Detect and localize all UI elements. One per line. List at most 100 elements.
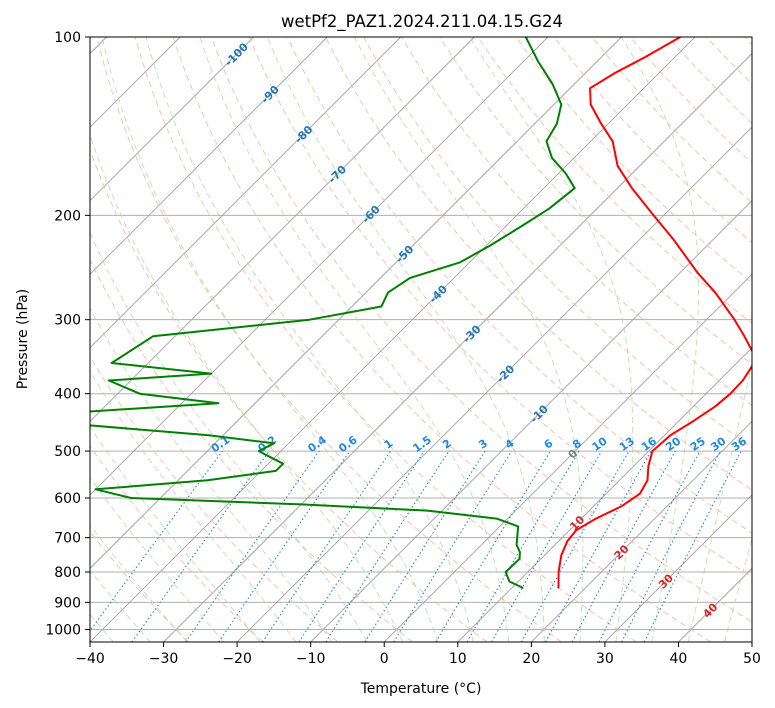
chart-title: wetPf2_PAZ1.2024.211.04.15.G24 [281,12,563,32]
moist-adiabat [90,476,224,642]
x-tick-label: −30 [149,651,179,667]
isotherm-line [90,37,622,570]
isotherm-line [90,37,254,202]
dry-adiabat [96,37,562,642]
isotherm-label: -30 [460,322,483,345]
dry-adiabat [744,37,752,46]
x-tick-label: −20 [222,651,252,667]
x-axis-label: Temperature (°C) [360,681,482,697]
isotherm-label: -70 [326,163,349,186]
mixing-ratio-line [643,450,742,642]
isotherm-label: -50 [393,243,416,266]
dry-adiabat [629,37,752,164]
dry-adiabat [90,148,488,642]
mixing-ratio-label: 0.4 [305,433,329,455]
isotherm-line [604,494,752,642]
moist-adiabat [90,425,261,642]
mixing-ratio-line [131,450,270,642]
moist-adiabat [145,37,474,642]
mixing-ratio-line [218,450,351,642]
background-lines [90,37,752,642]
isotherm-line [751,641,752,642]
mixing-ratio-line [545,450,652,642]
isotherm-line [90,37,475,422]
isotherm-label: -80 [292,123,315,146]
isotherm-label: 20 [612,542,632,562]
moist-adiabat [90,133,404,642]
moist-adiabat [266,37,545,642]
y-tick-label: 500 [54,444,81,460]
y-tick-label: 600 [54,491,81,507]
isotherm-label: 40 [700,600,720,620]
isotherm-label: -40 [427,282,450,305]
moist-adiabat [687,360,752,642]
isotherm-line [90,37,549,496]
profile-series [90,37,752,589]
dry-adiabat [90,445,264,642]
moist-adiabat [101,37,439,642]
moist-adiabat [90,307,333,642]
mixing-ratio-label: 1.5 [411,433,434,455]
dry-adiabat [210,37,752,623]
mixing-ratio-line [466,450,580,642]
y-tick-label: 800 [54,565,81,581]
x-tick-label: 10 [449,651,467,667]
mixing-ratio-label: 0.6 [336,433,360,455]
isotherm-label: -60 [360,203,383,226]
dry-adiabat [248,37,752,578]
y-axis: 100 200 300 400 500 600 700 800 900 1000 [45,30,90,638]
dry-adiabat [172,37,712,642]
dry-adiabat [90,355,339,642]
x-tick-label: 20 [522,651,540,667]
dry-adiabat [286,37,752,534]
y-tick-label: 300 [54,313,81,329]
mixing-ratio-line [393,450,513,642]
mixing-ratio-label: 3 [476,437,490,452]
dry-adiabat [706,37,752,85]
mixing-ratio-line [298,450,425,642]
y-tick-label: 100 [54,30,81,46]
moist-adiabat [354,37,584,642]
isotherm-line [678,567,752,642]
mixing-ratio-line [364,450,486,642]
moist-adiabat [469,37,634,642]
mixing-ratio-line [262,450,391,642]
mixing-ratio-line [598,450,701,642]
isotherm-label: -100 [222,40,251,69]
moist-adiabat [199,37,510,642]
moist-adiabat [90,524,188,642]
y-tick-label: 400 [54,387,81,403]
mixing-ratio-line [435,450,551,642]
moist-adiabat [90,370,297,642]
isotherm-label: 30 [656,571,676,591]
isotherm-label: -20 [494,362,517,385]
x-axis: −40 −30 −20 −10 0 10 20 30 40 50 [75,642,761,667]
dry-adiabat [90,258,413,642]
y-tick-label: 1000 [45,622,81,638]
temperature-profile-line [557,37,752,589]
isotherm-line [90,37,402,349]
isotherm-line [163,52,752,642]
y-tick-label: 900 [54,595,81,611]
mixing-ratio-line [571,450,676,642]
moist-adiabat [90,231,368,642]
mixing-ratio-line [185,450,320,642]
mixing-ratio-label: 2 [440,437,454,452]
mixing-ratio-label: 6 [542,437,556,452]
mixing-ratio-line [325,450,450,642]
isotherm-line [90,37,328,275]
dry-adiabat [439,37,752,365]
x-tick-label: −10 [296,651,326,667]
y-tick-label: 200 [54,208,81,224]
y-tick-label: 700 [54,531,81,547]
dry-adiabat [325,37,752,491]
x-tick-label: −40 [75,651,105,667]
x-tick-label: 30 [596,651,614,667]
isotherm-label: -10 [528,402,551,425]
dry-adiabat [134,37,637,642]
mixing-ratio-line [521,450,630,642]
dry-adiabat [668,37,752,125]
isotherm-line [457,347,752,642]
plot-frame [89,36,753,643]
